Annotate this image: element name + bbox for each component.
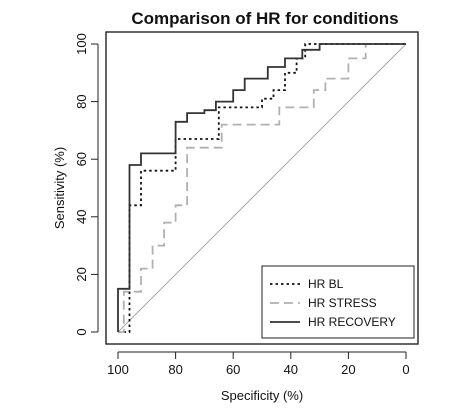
x-axis: 100 80 60 40 20 0 <box>107 351 410 377</box>
series-line-hr-stress <box>118 43 406 333</box>
series-layer <box>117 43 406 333</box>
x-tick-label: 20 <box>341 362 355 377</box>
x-tick-label: 60 <box>226 362 240 377</box>
y-tick-label: 60 <box>74 152 89 166</box>
y-tick-label: 20 <box>74 267 89 281</box>
legend-label: HR BL <box>308 277 344 291</box>
legend-label: HR RECOVERY <box>308 315 396 329</box>
x-tick-label: 100 <box>107 362 129 377</box>
x-tick-label: 80 <box>168 362 182 377</box>
legend: HR BL HR STRESS HR RECOVERY <box>261 265 415 339</box>
y-tick-label: 100 <box>74 33 89 55</box>
legend-box <box>261 265 415 339</box>
legend-label: HR STRESS <box>308 296 377 310</box>
y-tick-label: 80 <box>74 94 89 108</box>
y-tick-label: 40 <box>74 210 89 224</box>
series-line-hr-recovery <box>117 43 406 332</box>
x-tick-label: 0 <box>402 362 409 377</box>
y-tick-label: 0 <box>74 328 89 335</box>
diagonal-reference-line <box>117 43 407 333</box>
y-axis-label: Sensitivity (%) <box>52 147 67 229</box>
y-axis: 0 20 40 60 80 100 <box>74 33 99 336</box>
plot-area-frame <box>105 31 419 345</box>
x-tick-label: 40 <box>284 362 298 377</box>
chart-title: Comparison of HR for conditions <box>131 9 398 28</box>
x-axis-label: Specificity (%) <box>221 388 303 403</box>
